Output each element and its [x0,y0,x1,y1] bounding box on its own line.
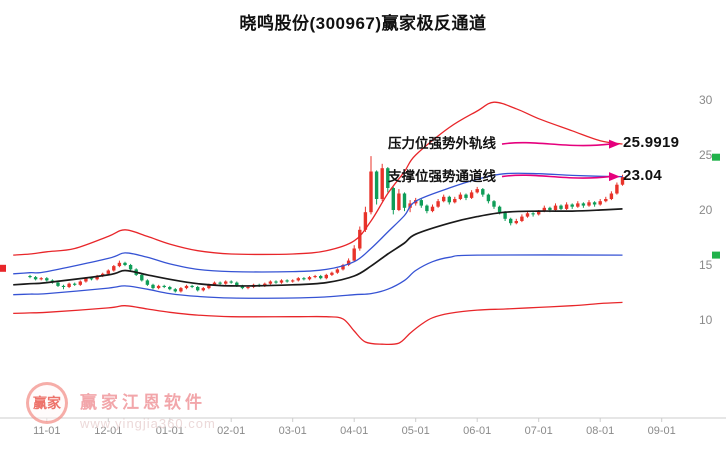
pressure-line-label: 压力位强势外轨线 [388,136,496,151]
svg-text:10: 10 [699,313,713,327]
pressure-line-value: 25.9919 [623,134,680,151]
svg-text:30: 30 [699,93,713,107]
channel-line [13,172,623,275]
annotation-arrows-layer [501,139,620,182]
channel-line [13,254,623,299]
svg-text:03-01: 03-01 [279,425,307,437]
svg-text:09-01: 09-01 [648,425,676,437]
svg-text:20: 20 [699,203,713,217]
support-line-label: 支撑位强势通道线 [388,169,496,184]
svg-text:05-01: 05-01 [402,425,430,437]
svg-text:12-01: 12-01 [94,425,122,437]
support-line-value: 23.04 [623,167,663,184]
svg-text:06-01: 06-01 [463,425,491,437]
axis-layer: 11-01 12-01 01-01 02-01 03-01 04-01 05-01 06-01… [0,93,726,437]
channel-line [13,208,623,287]
svg-text:07-01: 07-01 [525,425,553,437]
svg-text:15: 15 [699,258,713,272]
channel-line [13,301,623,346]
svg-text:02-01: 02-01 [217,425,245,437]
svg-text:11-01: 11-01 [33,425,60,437]
svg-text:08-01: 08-01 [586,425,614,437]
svg-text:25: 25 [699,148,713,162]
svg-text:01-01: 01-01 [156,425,184,437]
channel-line [13,101,623,256]
channel-lines-layer [13,101,623,346]
chart-title: 晓鸣股份(300967)赢家极反通道 [239,14,487,33]
svg-text:04-01: 04-01 [340,425,368,437]
